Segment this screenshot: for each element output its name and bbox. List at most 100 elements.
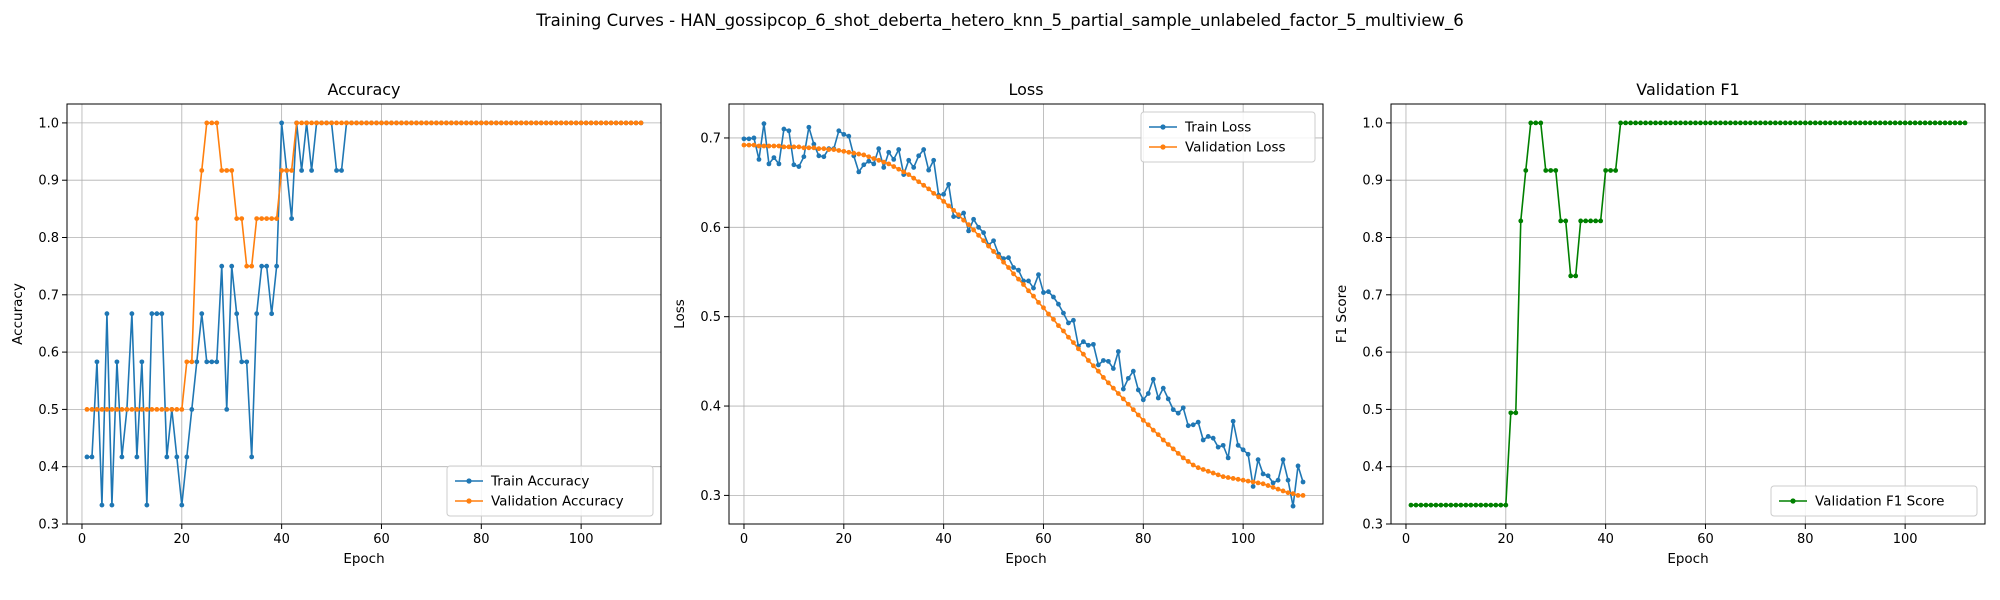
accuracy-series-1-point-68 bbox=[423, 120, 429, 126]
accuracy-legend-marker-0 bbox=[466, 478, 472, 484]
loss-series-0-point-47 bbox=[976, 224, 981, 230]
accuracy-series-1-point-71 bbox=[438, 120, 444, 126]
accuracy-series-1-point-45 bbox=[309, 120, 314, 126]
accuracy-series-0-point-3 bbox=[99, 502, 105, 508]
validation-f1-ytick-label-6: 0.9 bbox=[1362, 174, 1383, 189]
validation-f1-series-0-point-24 bbox=[1528, 120, 1534, 126]
validation-f1-ytick-label-2: 0.5 bbox=[1362, 403, 1383, 418]
loss-series-0-point-68 bbox=[1081, 339, 1086, 345]
loss-series-1-point-24 bbox=[861, 152, 867, 158]
accuracy-legend: Train Accuracy Validation Accuracy bbox=[446, 465, 654, 517]
validation-f1-series-0-point-6 bbox=[1438, 502, 1444, 508]
accuracy-series-1-point-28 bbox=[224, 168, 230, 173]
accuracy-legend-label-0: Train Accuracy bbox=[490, 474, 589, 490]
validation-f1-xtick-label-3: 60 bbox=[1697, 532, 1714, 547]
validation-f1-series-0-point-29 bbox=[1553, 168, 1559, 173]
loss-series-0-point-31 bbox=[896, 147, 902, 152]
loss-series-0-point-6 bbox=[771, 155, 777, 161]
accuracy-series-1-point-33 bbox=[249, 263, 255, 269]
loss-series-1-point-25 bbox=[866, 154, 872, 160]
validation-f1-series-0-point-103 bbox=[1922, 120, 1928, 126]
validation-f1-series-0-point-12 bbox=[1468, 502, 1474, 508]
accuracy-series-1-point-20 bbox=[184, 359, 190, 365]
validation-f1-series-0-point-58 bbox=[1698, 120, 1703, 126]
loss-series-0-point-87 bbox=[1175, 410, 1181, 416]
loss-series-0-point-3 bbox=[756, 157, 762, 162]
loss-series-0-point-109 bbox=[1285, 477, 1291, 483]
loss-series-0-point-14 bbox=[811, 141, 817, 147]
loss-ylabel: Loss bbox=[672, 299, 688, 329]
loss-series-1-point-40 bbox=[941, 199, 947, 204]
loss-series-0-point-78 bbox=[1130, 368, 1136, 374]
loss-series-0-point-96 bbox=[1220, 442, 1226, 448]
loss-series-0-point-20 bbox=[841, 131, 847, 137]
accuracy-series-1-point-81 bbox=[488, 120, 494, 126]
accuracy-series-0-point-43 bbox=[299, 168, 305, 173]
loss-series-0-point-44 bbox=[961, 210, 967, 216]
validation-f1-series-0-point-3 bbox=[1423, 502, 1429, 508]
validation-f1-series-0-point-2 bbox=[1418, 502, 1424, 508]
loss-series-1-point-85 bbox=[1165, 442, 1171, 447]
validation-f1-series-0-point-67 bbox=[1743, 120, 1748, 126]
loss-series-1-point-46 bbox=[971, 227, 976, 233]
loss-series-1-point-43 bbox=[956, 212, 962, 218]
loss-series-0-point-28 bbox=[881, 165, 887, 170]
validation-f1-series-0-point-69 bbox=[1752, 120, 1758, 126]
validation-f1-series-0-point-5 bbox=[1433, 502, 1439, 508]
accuracy-series-1-point-22 bbox=[194, 216, 200, 222]
accuracy-series-0-point-50 bbox=[334, 168, 339, 173]
accuracy-xtick-label-3: 60 bbox=[373, 532, 390, 547]
accuracy-series-0-point-21 bbox=[189, 407, 195, 412]
validation-f1-series-0-point-95 bbox=[1882, 120, 1888, 126]
accuracy-chart: 0 20 40 60 80 100 0.3 0.4 0.5 0.6 0.7 0.8 0.9 1.0 Accu… bbox=[10, 80, 662, 567]
loss-series-1-point-63 bbox=[1056, 323, 1061, 329]
loss-series-0-point-45 bbox=[966, 228, 971, 234]
validation-f1-series-0-point-107 bbox=[1942, 120, 1948, 126]
accuracy-series-0-point-36 bbox=[264, 263, 270, 269]
validation-f1-series-0-point-36 bbox=[1588, 218, 1594, 224]
validation-f1-series-0-point-90 bbox=[1857, 120, 1863, 126]
accuracy-series-1-point-104 bbox=[603, 120, 609, 126]
accuracy-series-1-point-107 bbox=[618, 120, 624, 126]
accuracy-series-0-point-0 bbox=[84, 454, 90, 460]
loss-series-0-point-85 bbox=[1165, 396, 1171, 402]
accuracy-series-1-point-41 bbox=[289, 168, 295, 173]
validation-f1-xtick-label-2: 40 bbox=[1597, 532, 1614, 547]
validation-f1-series-0-point-99 bbox=[1902, 120, 1908, 126]
accuracy-series-1-point-95 bbox=[558, 120, 564, 126]
loss-ytick-label-0: 0.3 bbox=[700, 489, 721, 504]
loss-series-1-point-77 bbox=[1125, 401, 1131, 407]
loss-xtick-label-1: 20 bbox=[836, 532, 853, 547]
accuracy-series-1-point-94 bbox=[553, 120, 559, 126]
loss-series-0-point-12 bbox=[801, 154, 807, 160]
loss-series-1-point-37 bbox=[926, 186, 932, 192]
loss-series-0-point-66 bbox=[1071, 317, 1076, 323]
loss-series-1-point-79 bbox=[1135, 412, 1141, 418]
loss-series-0-point-59 bbox=[1036, 272, 1041, 278]
loss-series-0-point-89 bbox=[1185, 423, 1191, 429]
validation-f1-series-0-point-75 bbox=[1782, 120, 1788, 126]
accuracy-series-0-point-33 bbox=[249, 454, 255, 460]
loss-series-1-point-95 bbox=[1215, 472, 1221, 478]
loss-legend-label-1: Validation Loss bbox=[1185, 140, 1286, 156]
validation-f1-series-0-point-4 bbox=[1428, 502, 1434, 508]
validation-f1-series-0-point-92 bbox=[1867, 120, 1873, 126]
accuracy-series-1-point-66 bbox=[414, 120, 419, 126]
loss-series-0 bbox=[741, 121, 1306, 509]
accuracy-series-1-point-43 bbox=[299, 120, 305, 126]
accuracy-series-1-point-87 bbox=[518, 120, 524, 126]
loss-series-0-point-19 bbox=[836, 128, 842, 134]
validation-f1-series-0-point-83 bbox=[1822, 120, 1828, 126]
loss-series-1-point-65 bbox=[1066, 334, 1071, 340]
accuracy-series-1-point-65 bbox=[409, 120, 414, 126]
validation-f1-series-0-point-7 bbox=[1443, 502, 1449, 508]
accuracy-xtick-label-5: 100 bbox=[569, 532, 594, 547]
loss-series-0-point-54 bbox=[1011, 265, 1016, 270]
loss-series-0-point-34 bbox=[911, 165, 917, 170]
loss-series-0-point-77 bbox=[1125, 375, 1131, 381]
loss-series-1-point-60 bbox=[1041, 305, 1046, 311]
loss-series-1-point-16 bbox=[821, 146, 827, 152]
validation-f1-series-0-point-108 bbox=[1947, 120, 1953, 126]
loss-series-0-point-108 bbox=[1280, 457, 1286, 463]
loss-series-1-point-56 bbox=[1021, 282, 1026, 287]
